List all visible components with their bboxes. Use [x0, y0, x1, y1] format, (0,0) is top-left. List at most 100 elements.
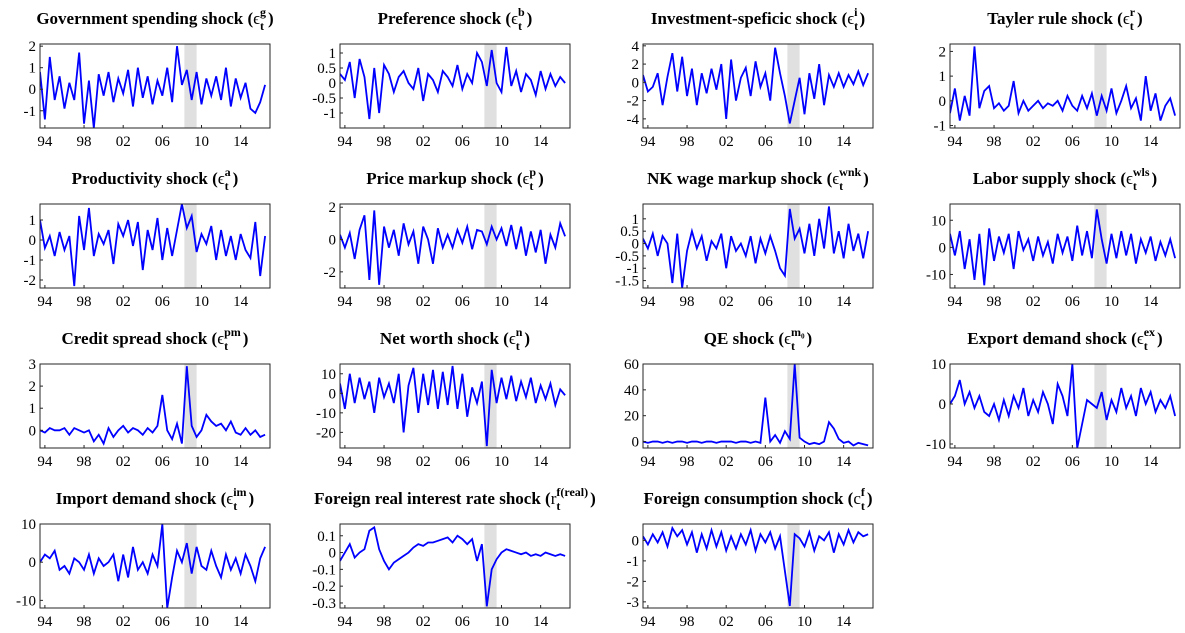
- title-subscript: t: [225, 179, 229, 193]
- panel: -1.5-1-0.500.51 94 98 02 06 10 14 NK wage marku…: [615, 165, 874, 310]
- y-tick-label: 10: [321, 367, 336, 383]
- x-tick-label: 98: [377, 614, 392, 630]
- x-tick-label: 06: [455, 614, 471, 630]
- panel: -20 -10 0 10 94 98 02 06 10 14 Net worth shock (ϵt…: [316, 325, 571, 470]
- y-tick-label: -2: [627, 574, 640, 590]
- x-tick-label: 98: [680, 294, 695, 310]
- data-line: [643, 47, 869, 124]
- title-subscript: t: [1133, 179, 1137, 193]
- x-tick-label: 10: [1104, 134, 1119, 150]
- x-tick-label: 06: [455, 454, 471, 470]
- plot-area: [340, 46, 566, 120]
- y-tick-label: 0: [329, 233, 337, 249]
- y-tick-label: -1: [24, 253, 37, 269]
- x-tick-label: 06: [758, 294, 774, 310]
- title-superscript: im: [233, 485, 246, 499]
- recession-band: [1094, 364, 1107, 448]
- data-line: [340, 46, 566, 120]
- x-tick-label: 94: [37, 614, 53, 630]
- x-tick-label: 14: [836, 454, 852, 470]
- x-tick-label: 06: [1065, 134, 1081, 150]
- recession-band: [1094, 44, 1107, 128]
- x-tick-label: 02: [719, 134, 734, 150]
- x-tick-label: 14: [533, 294, 549, 310]
- y-tick-label: 2: [329, 200, 337, 216]
- x-tick-label: 14: [533, 134, 549, 150]
- title-text: Net worth shock (: [380, 329, 509, 348]
- x-tick-label: 06: [758, 454, 774, 470]
- x-tick-label: 94: [640, 454, 656, 470]
- title-subscript: t: [1144, 339, 1148, 353]
- y-tick-label: -0.1: [312, 562, 336, 578]
- x-tick-label: 10: [1104, 454, 1119, 470]
- title-text: Price markup shock (: [366, 169, 523, 188]
- y-tick-label: 0.5: [317, 61, 336, 77]
- title-superscript: g: [260, 5, 266, 19]
- title-superscript: wls: [1133, 165, 1150, 179]
- y-tick-label: 1: [632, 212, 640, 228]
- panel-title: Preference shock (ϵtb): [378, 5, 533, 33]
- data-line: [340, 210, 566, 285]
- title-superscript: i: [854, 5, 858, 19]
- title-superscript: a: [225, 165, 231, 179]
- y-tick-label: 0.1: [317, 529, 336, 545]
- y-tick-label: -10: [16, 593, 36, 609]
- plot-area: [643, 206, 869, 288]
- data-line: [40, 204, 267, 287]
- panel: -0.3-0.2-0.100.1 94 98 02 06 10 14 Foreign real…: [312, 485, 596, 630]
- x-tick-label: 06: [1065, 294, 1081, 310]
- x-tick-label: 10: [797, 454, 812, 470]
- y-tick-label: 40: [624, 383, 639, 399]
- title-symbol: ϵ: [1137, 329, 1144, 348]
- recession-band: [484, 204, 497, 288]
- y-tick-label: 4: [632, 39, 640, 55]
- title-text: NK wage markup shock (: [647, 169, 832, 188]
- x-tick-label: 02: [1026, 454, 1041, 470]
- title-subscript: t: [224, 339, 228, 353]
- y-tick-label: 1: [29, 61, 37, 77]
- data-line: [40, 46, 266, 128]
- title-superscript: f: [861, 485, 866, 499]
- y-tick-label: -2: [627, 94, 640, 110]
- y-tick-label: -10: [926, 267, 946, 283]
- x-tick-label: 02: [116, 454, 131, 470]
- panel-title: Tayler rule shock (ϵtr): [987, 5, 1142, 33]
- x-tick-label: 98: [680, 134, 695, 150]
- y-tick-label: -10: [316, 406, 336, 422]
- x-tick-label: 14: [233, 454, 249, 470]
- title-text: Preference shock (: [378, 9, 512, 28]
- title-subscript: t: [861, 499, 865, 513]
- title-subscript: t: [556, 499, 560, 513]
- title-text: Credit spread shock (: [62, 329, 218, 348]
- x-tick-label: 02: [1026, 294, 1041, 310]
- title-subscript: t: [529, 179, 533, 193]
- x-tick-label: 14: [233, 614, 249, 630]
- x-tick-label: 98: [377, 134, 392, 150]
- title-end: ): [243, 329, 249, 348]
- panel-title: QE shock (ϵtm₀): [704, 325, 812, 353]
- data-line: [643, 364, 869, 447]
- y-tick-label: 0.5: [620, 224, 639, 240]
- x-tick-label: 94: [640, 294, 656, 310]
- title-subscript: t: [518, 19, 522, 33]
- title-end: ): [527, 9, 533, 28]
- y-tick-label: 0: [29, 233, 37, 249]
- title-subscript: t: [260, 19, 264, 33]
- plot-area: [950, 209, 1176, 286]
- x-tick-label: 02: [416, 614, 431, 630]
- title-text: Tayler rule shock (: [987, 9, 1123, 28]
- panel: -10 0 10 94 98 02 06 10 14 Export demand shock (ϵ…: [926, 325, 1181, 470]
- x-tick-label: 14: [836, 614, 852, 630]
- axes-box: [642, 363, 874, 449]
- x-tick-label: 14: [1143, 294, 1159, 310]
- y-tick-label: 0: [632, 533, 640, 549]
- recession-band: [787, 44, 800, 128]
- title-symbol: ϵ: [847, 9, 854, 28]
- title-subscript: t: [839, 179, 843, 193]
- data-line: [40, 366, 266, 446]
- recession-band: [1094, 204, 1107, 288]
- y-tick-label: -1: [934, 119, 947, 135]
- plot-area: [40, 366, 266, 446]
- y-tick-label: 1: [329, 46, 337, 62]
